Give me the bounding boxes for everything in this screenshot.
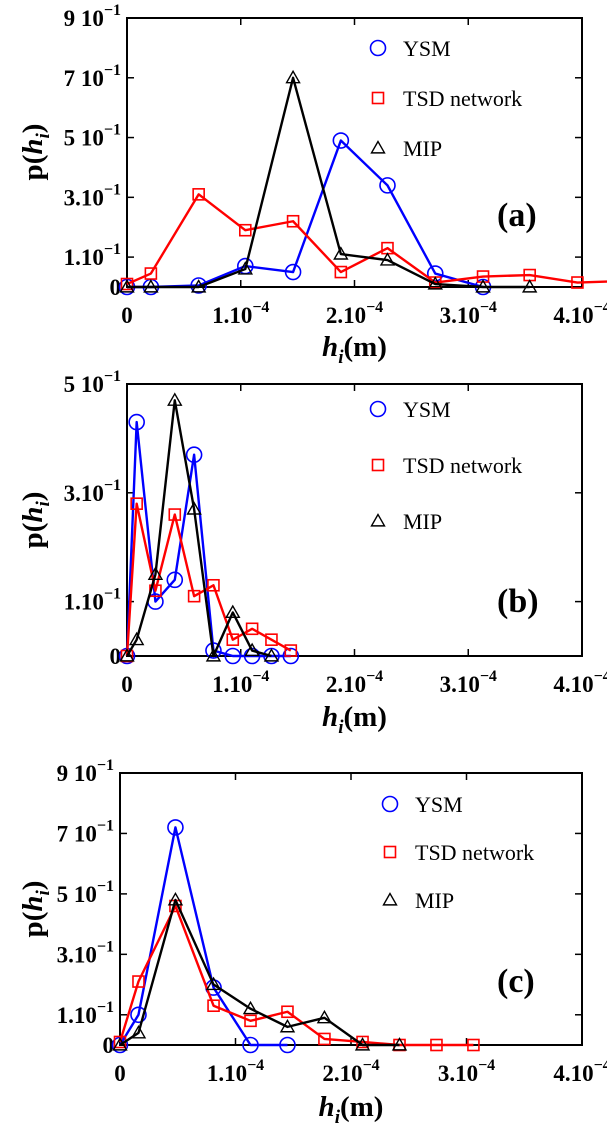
legend-label: TSD network (415, 840, 534, 865)
x-tick-label: 2.10−4 (326, 668, 383, 697)
legend-marker (373, 93, 384, 104)
legend-marker (372, 515, 385, 526)
y-axis-label: p(hi) (17, 492, 54, 549)
x-tick-label: 1.10−4 (207, 1057, 264, 1086)
panel-label: (c) (497, 963, 535, 1000)
y-tick-label: 1.10−1 (57, 999, 114, 1028)
y-tick-label: 7 10−1 (64, 62, 121, 91)
x-tick-label: 4.10−4 (553, 1057, 607, 1086)
legend-label: TSD network (403, 86, 522, 111)
y-tick-label: 3.10−1 (57, 938, 114, 967)
y-tick-label: 5 10−1 (64, 368, 121, 397)
legend-marker (372, 142, 385, 153)
x-tick-label: 3.10−4 (438, 1057, 495, 1086)
y-tick-label: 3.10−1 (64, 181, 121, 210)
x-tick-label: 4.10−4 (553, 668, 607, 697)
legend-label: YSM (415, 792, 463, 817)
x-tick-label: 0 (121, 303, 133, 328)
y-tick-label: 7 10−1 (57, 817, 114, 846)
x-axis-label: hi(m) (319, 1091, 384, 1128)
legend-marker (383, 797, 398, 812)
plot-frame (120, 773, 582, 1045)
y-tick-label: 9 10−1 (57, 757, 114, 786)
legend-label: MIP (415, 888, 454, 913)
legend-marker (371, 41, 386, 56)
legend-marker (385, 847, 396, 858)
y-tick-label: 9 10−1 (64, 2, 121, 31)
x-axis-label: hi(m) (322, 701, 387, 738)
y-tick-label: 5 10−1 (64, 122, 121, 151)
panel-label: (b) (497, 583, 539, 620)
series-line (127, 141, 483, 287)
legend-label: MIP (403, 136, 442, 161)
y-tick-label: 1.10−1 (64, 241, 121, 270)
y-tick-label: 3.10−1 (64, 477, 121, 506)
series-line (120, 900, 400, 1045)
legend-marker (384, 894, 397, 905)
x-tick-label: 2.10−4 (322, 1057, 379, 1086)
series-mip (121, 394, 278, 661)
y-axis-label: p(hi) (17, 124, 54, 181)
x-tick-label: 4.10−4 (553, 299, 607, 328)
x-tick-label: 3.10−4 (440, 299, 497, 328)
x-tick-label: 0 (114, 1061, 126, 1086)
x-axis-label: hi(m) (322, 331, 387, 368)
legend-label: MIP (403, 509, 442, 534)
legend-marker (371, 402, 386, 417)
x-tick-label: 2.10−4 (326, 299, 383, 328)
x-tick-label: 1.10−4 (212, 299, 269, 328)
y-tick-label: 5 10−1 (57, 878, 114, 907)
panel-label: (a) (497, 197, 537, 234)
x-tick-label: 0 (121, 672, 133, 697)
legend-label: TSD network (403, 453, 522, 478)
x-tick-label: 1.10−4 (212, 668, 269, 697)
legend-marker (373, 460, 384, 471)
legend-label: YSM (403, 397, 451, 422)
y-tick-label: 1.10−1 (64, 586, 121, 615)
legend-label: YSM (403, 36, 451, 61)
y-axis-label: p(hi) (17, 881, 54, 938)
x-tick-label: 3.10−4 (440, 668, 497, 697)
